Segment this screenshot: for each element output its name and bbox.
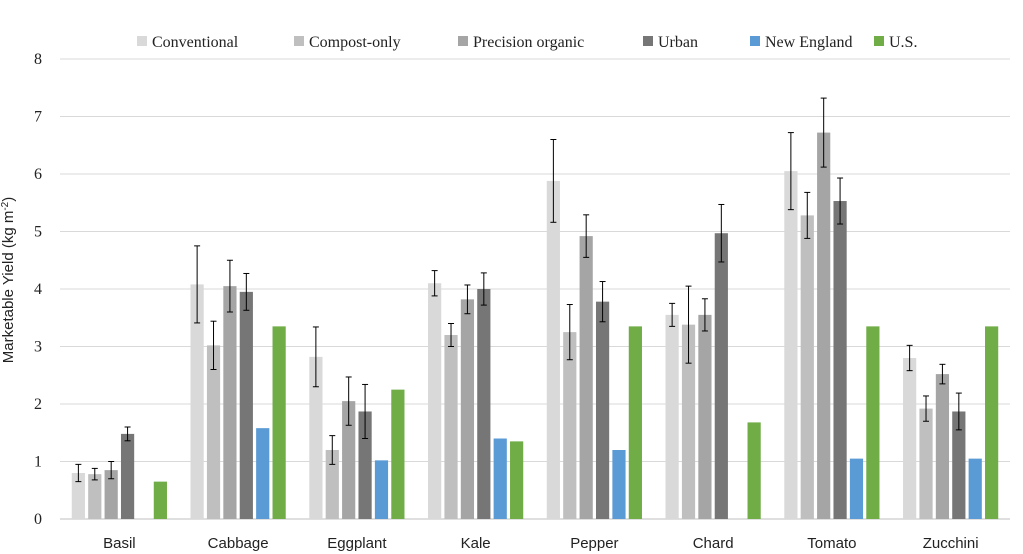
bar-tomato-precision-organic xyxy=(817,132,831,519)
bar-eggplant-u-s- xyxy=(391,389,405,519)
error-bars xyxy=(75,97,962,483)
bar-pepper-new-england xyxy=(612,450,626,519)
bar-basil-precision-organic xyxy=(104,470,118,519)
y-tick-label: 7 xyxy=(34,109,42,126)
x-tick-label: Tomato xyxy=(807,535,856,552)
bar-zucchini-urban xyxy=(952,411,966,519)
y-tick-label: 6 xyxy=(34,166,42,183)
bar-pepper-compost-only xyxy=(563,332,577,519)
bar-eggplant-new-england xyxy=(374,460,389,519)
bar-tomato-urban xyxy=(833,201,847,519)
legend-swatch xyxy=(750,36,760,46)
bar-eggplant-precision-organic xyxy=(342,401,356,519)
bar-eggplant-compost-only xyxy=(325,450,339,519)
bar-tomato-new-england xyxy=(849,458,864,519)
legend-label: New England xyxy=(765,34,853,51)
y-tick-label: 1 xyxy=(34,454,42,471)
x-tick-label: Pepper xyxy=(570,535,618,552)
bar-zucchini-conventional xyxy=(903,358,917,519)
bar-pepper-urban xyxy=(595,301,610,519)
bar-cabbage-u-s- xyxy=(272,326,286,519)
bar-zucchini-u-s- xyxy=(985,326,999,519)
bar-chard-compost-only xyxy=(681,324,696,519)
bar-kale-u-s- xyxy=(510,441,524,519)
y-tick-label: 2 xyxy=(34,396,42,413)
bar-chard-urban xyxy=(714,233,728,519)
bar-chard-conventional xyxy=(665,314,679,519)
x-tick-label: Eggplant xyxy=(327,535,387,552)
y-tick-label: 5 xyxy=(34,224,42,241)
bar-basil-compost-only xyxy=(88,474,102,519)
bar-kale-precision-organic xyxy=(460,299,475,519)
x-axis-ticks: Basil Cabbage Eggplant Kale Pepper Chard Tomat… xyxy=(103,535,978,552)
legend-swatch xyxy=(874,36,884,46)
x-tick-label: Basil xyxy=(103,535,136,552)
bar-zucchini-compost-only xyxy=(919,408,933,519)
bar-basil-conventional xyxy=(71,473,85,519)
x-tick-label: Zucchini xyxy=(923,535,979,552)
bar-zucchini-precision-organic xyxy=(935,374,950,519)
bar-basil-u-s- xyxy=(153,481,167,519)
bar-pepper-u-s- xyxy=(628,326,642,519)
bar-cabbage-new-england xyxy=(256,428,270,519)
bar-cabbage-urban xyxy=(239,291,253,519)
bar-kale-conventional xyxy=(428,283,442,519)
legend-label: Precision organic xyxy=(473,34,584,51)
y-axis-ticks: 0 1 2 3 4 5 6 7 8 xyxy=(34,51,42,528)
legend-label: U.S. xyxy=(889,34,917,51)
y-tick-label: 8 xyxy=(34,51,42,68)
bar-eggplant-conventional xyxy=(309,356,323,519)
bar-kale-urban xyxy=(477,289,491,519)
bar-eggplant-urban xyxy=(358,411,372,519)
y-tick-label: 4 xyxy=(34,281,42,298)
legend-swatch xyxy=(643,36,653,46)
x-tick-label: Chard xyxy=(693,535,734,552)
bar-chard-precision-organic xyxy=(698,314,712,519)
legend-label: Urban xyxy=(658,34,698,51)
bar-basil-urban xyxy=(120,433,135,519)
legend: Conventional Compost-only Precision organi… xyxy=(137,34,917,51)
bar-kale-compost-only xyxy=(444,335,458,519)
bars xyxy=(71,132,999,519)
bar-tomato-u-s- xyxy=(866,326,880,519)
bar-tomato-conventional xyxy=(784,171,798,519)
legend-swatch xyxy=(294,36,304,46)
y-axis-title-main: Marketable Yield (kg m xyxy=(0,211,17,364)
bar-tomato-compost-only xyxy=(800,215,814,519)
bar-cabbage-conventional xyxy=(190,284,204,519)
legend-label: Conventional xyxy=(152,34,239,51)
bar-zucchini-new-england xyxy=(968,458,982,519)
legend-swatch xyxy=(137,36,147,46)
bar-pepper-precision-organic xyxy=(579,236,593,519)
bar-pepper-conventional xyxy=(546,180,560,519)
y-axis-title-close: ) xyxy=(0,197,17,202)
bar-cabbage-compost-only xyxy=(206,345,221,519)
bar-cabbage-precision-organic xyxy=(223,286,237,519)
y-axis-title-sup: -2 xyxy=(0,201,11,210)
legend-label: Compost-only xyxy=(309,34,401,51)
x-tick-label: Cabbage xyxy=(208,535,269,552)
y-axis-title: Marketable Yield (kg m-2) xyxy=(0,197,17,363)
y-tick-label: 0 xyxy=(34,511,42,528)
y-tick-label: 3 xyxy=(34,339,42,356)
bar-chard-u-s- xyxy=(747,422,761,519)
bar-kale-new-england xyxy=(493,438,507,519)
legend-swatch xyxy=(458,36,468,46)
x-tick-label: Kale xyxy=(461,535,491,552)
